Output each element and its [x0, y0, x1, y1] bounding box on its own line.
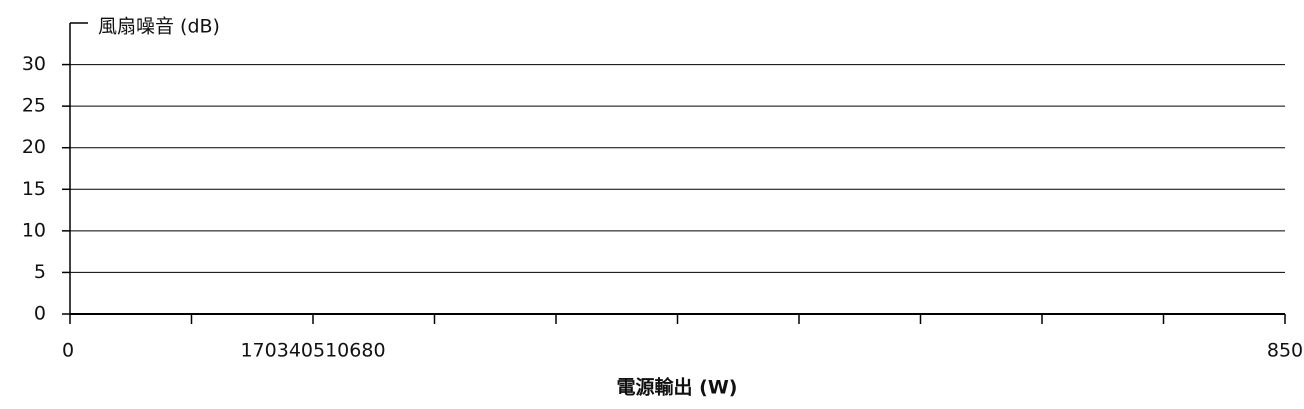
y-tick-label: 15: [22, 178, 46, 200]
y-tick-label: 20: [22, 136, 46, 158]
y-tick-label: 10: [22, 219, 46, 241]
x-tick-label: 170340510680: [240, 340, 385, 362]
y-tick-label: 30: [22, 53, 46, 75]
y-tick-label: 5: [34, 261, 46, 283]
y-tick-label: 25: [22, 95, 46, 117]
x-tick-label: 850: [1267, 340, 1303, 362]
x-tick-label: 0: [62, 340, 74, 362]
y-tick-label: 0: [34, 303, 46, 325]
x-axis-title: 電源輸出 (W): [617, 376, 738, 399]
y-axis-title: 風扇噪音 (dB): [98, 16, 220, 38]
